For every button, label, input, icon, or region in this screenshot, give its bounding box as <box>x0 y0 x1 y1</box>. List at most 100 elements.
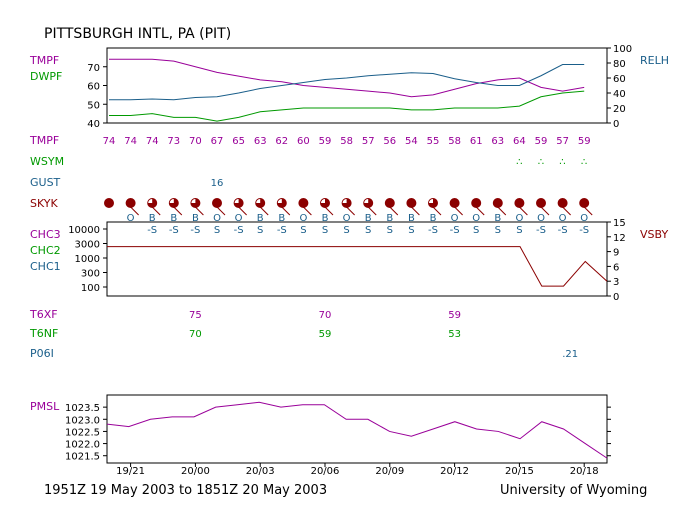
cloud-layer-label: O <box>580 213 588 224</box>
tmpf-value: 74 <box>146 136 159 147</box>
tmpf-value: 73 <box>167 136 180 147</box>
vsby-tick-label: 0 <box>613 292 619 303</box>
p06i-row-label: P06I <box>30 347 54 360</box>
ceiling-tick-label: 100 <box>81 283 100 294</box>
wind-barb <box>475 206 485 216</box>
cloud-layer-sub: -S <box>190 225 200 236</box>
t6nf-value: 53 <box>448 329 461 340</box>
vsby-tick-label: 15 <box>613 218 626 229</box>
tmpf-value: 70 <box>189 136 202 147</box>
sky-overcast-icon <box>536 198 546 208</box>
cloud-layer-sub: S <box>214 225 220 236</box>
cloud-layer-label: O <box>343 213 351 224</box>
right-y-tick-label: 20 <box>613 104 626 115</box>
cloud-layer-sub: S <box>516 225 522 236</box>
sky-overcast-icon <box>471 198 482 208</box>
cloud-layer-label: B <box>257 213 264 224</box>
time-tick-label: 20/00 <box>181 466 210 477</box>
tmpf-value: 60 <box>297 136 310 147</box>
vsby-axis-label: VSBY <box>640 228 668 241</box>
relh-axis-label: RELH <box>640 54 669 67</box>
cloud-layer-label: B <box>430 213 437 224</box>
t6xf-value: 70 <box>319 310 332 321</box>
sky-overcast-icon <box>212 198 222 208</box>
t6xf-value: 75 <box>189 310 202 321</box>
wsym-rain-icon: ∴ <box>538 157 544 168</box>
wsym-row-label: WSYM <box>30 155 64 168</box>
wsym-rain-icon: ∴ <box>516 157 522 168</box>
series-tmpf-line <box>109 58 585 98</box>
cloud-layer-label: O <box>235 213 243 224</box>
wind-barb <box>173 206 183 216</box>
right-y-tick-label: 0 <box>613 119 619 130</box>
wsym-rain-icon: ∴ <box>581 157 587 168</box>
wind-barb <box>454 206 463 216</box>
wind-barb <box>432 206 442 216</box>
ceiling-tick-label: 3000 <box>75 240 100 251</box>
cloud-layer-sub: S <box>473 225 479 236</box>
wind-barb <box>519 206 528 216</box>
sky-overcast-icon <box>406 198 417 208</box>
sky-broken-fill <box>190 198 200 208</box>
cloud-layer-sub: -S <box>428 225 438 236</box>
temp-rh-plot-frame <box>106 47 608 124</box>
tmpf-value: 63 <box>254 136 267 147</box>
ceiling-tick-label: 1000 <box>75 254 100 265</box>
wind-barb <box>130 206 139 216</box>
left-y-tick-label: 60 <box>87 82 100 93</box>
cloud-layer-sub: -S <box>536 225 546 236</box>
cloud-layer-sub: S <box>300 225 306 236</box>
time-tick-label: 20/06 <box>311 466 340 477</box>
pmsl-axis-label: PMSL <box>30 400 60 413</box>
t6nf-value: 59 <box>319 329 332 340</box>
cloud-layer-label: O <box>537 213 545 224</box>
source-credit: University of Wyoming <box>500 483 647 498</box>
wind-barb <box>303 206 312 216</box>
sky-broken-fill <box>169 198 179 208</box>
sky-broken-fill <box>255 198 265 208</box>
date-range: 1951Z 19 May 2003 to 1851Z 20 May 2003 <box>44 483 327 498</box>
t6xf-value: 59 <box>448 310 461 321</box>
wind-barb <box>281 206 291 216</box>
skyk-row-label: SKYK <box>30 197 59 210</box>
cloud-layer-sub: S <box>387 225 393 236</box>
sky-overcast-icon <box>384 198 395 208</box>
cloud-layer-label: B <box>494 213 501 224</box>
tmpf-value: 74 <box>103 136 116 147</box>
cloud-layer-label: B <box>278 213 285 224</box>
wind-barb <box>195 206 204 216</box>
dwpf-axis-label: DWPF <box>30 70 62 83</box>
page-title: PITTSBURGH INTL, PA (PIT) <box>44 26 231 42</box>
sky-broken-fill <box>277 198 287 208</box>
tmpf-value: 59 <box>319 136 332 147</box>
tmpf-value: 56 <box>383 136 396 147</box>
vsby-tick-label: 3 <box>613 277 619 288</box>
pmsl-line <box>106 401 608 459</box>
series-dwpf-line <box>109 90 585 122</box>
cloud-layer-label: O <box>515 213 523 224</box>
sky-overcast-icon <box>298 198 309 208</box>
sky-overcast-icon <box>492 198 503 208</box>
ceiling-tick-label: 10000 <box>68 225 100 236</box>
vsby-tick-label: 12 <box>613 233 626 244</box>
cloud-layer-label: O <box>213 213 221 224</box>
right-y-tick-label: 40 <box>613 89 626 100</box>
cloud-layer-label: B <box>322 213 329 224</box>
cloud-layer-label: B <box>408 213 415 224</box>
station-rows: 74 74 74 73 70 67 65 63 62 60 59 58 57 56 54 55 58 61 63 64… <box>103 136 593 360</box>
gust-row-label: GUST <box>30 176 61 189</box>
pmsl-tick-label: 1023.0 <box>65 415 100 426</box>
temp-rh-plot: 40 50 60 70 0 20 40 60 80 100 <box>87 44 632 130</box>
tmpf-value: 74 <box>124 136 137 147</box>
sky-overcast-icon <box>579 198 590 208</box>
vsby-tick-label: 9 <box>613 248 619 259</box>
wind-barb <box>562 206 571 216</box>
cloud-layer-sub: -S <box>579 225 589 236</box>
sky-overcast-icon <box>514 198 525 208</box>
wind-barb <box>259 206 269 216</box>
cloud-layer-label: O <box>451 213 459 224</box>
wind-barb <box>151 206 161 216</box>
chc2-row-label: CHC2 <box>30 244 61 257</box>
